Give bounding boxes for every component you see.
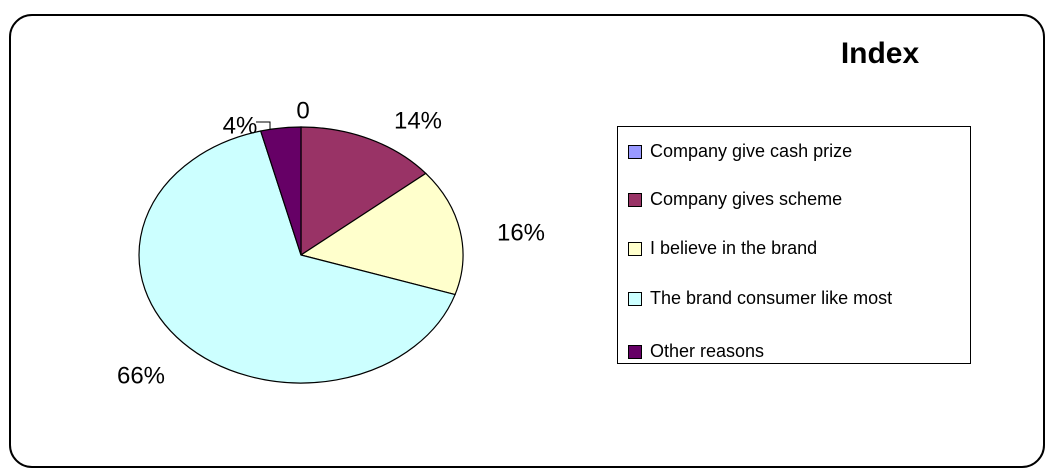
pie: 0 14% 16% 66% 4% [117,97,545,389]
legend-item: Other reasons [628,339,950,363]
chart-title: Index [841,37,920,70]
legend-label: Other reasons [650,341,765,361]
pie-slice [299,172,464,296]
data-label: 66% [117,362,165,389]
legend-item: The brand consumer like most [628,286,950,310]
pie-slice [138,130,456,384]
legend-swatch [628,292,642,306]
legend-label: Company give cash prize [650,141,853,161]
legend: Company give cash prize Company gives sch… [617,126,971,364]
legend-label: I believe in the brand [650,238,818,258]
data-label: 0 [296,97,309,124]
legend-label: Company gives scheme [650,189,843,209]
pie-slice [300,126,427,257]
leader-line [256,121,271,130]
legend-swatch [628,345,642,359]
legend-item: I believe in the brand [628,236,950,260]
legend-swatch [628,242,642,256]
data-label: 16% [497,219,545,246]
legend-item: Company give cash prize [628,139,950,163]
legend-label: The brand consumer like most [650,288,893,308]
pie-slice [259,126,302,256]
data-label: 14% [394,107,442,134]
legend-item: Company gives scheme [628,187,950,211]
legend-swatch [628,193,642,207]
data-label: 4% [223,112,258,139]
legend-swatch [628,145,642,159]
